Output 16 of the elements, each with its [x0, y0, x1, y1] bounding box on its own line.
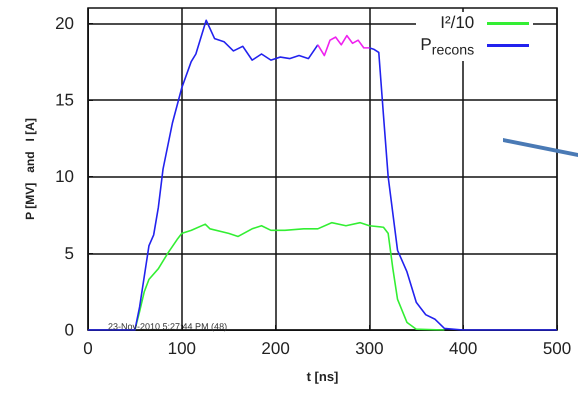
- y-tick-label: 5: [64, 244, 74, 263]
- y-tick-label: 15: [55, 90, 74, 110]
- x-tick-label: 400: [449, 339, 478, 358]
- y-tick-label: 10: [55, 167, 74, 186]
- legend-label: I²/10: [440, 13, 474, 32]
- y-tick-label: 20: [55, 14, 74, 33]
- y-tick-label: 0: [64, 320, 74, 340]
- x-tick-label: 500: [542, 339, 572, 358]
- x-tick-label: 0: [83, 339, 93, 358]
- line-series: [317, 34, 370, 56]
- y-axis-title: P [MV] and I [A]: [23, 118, 37, 220]
- x-tick-label: 300: [355, 339, 384, 358]
- x-tick-label: 200: [261, 339, 290, 358]
- legend-label: P$_{recons}$: [420, 35, 474, 58]
- x-axis-title: t [ns]: [306, 369, 338, 384]
- x-tick-label: 100: [168, 339, 196, 358]
